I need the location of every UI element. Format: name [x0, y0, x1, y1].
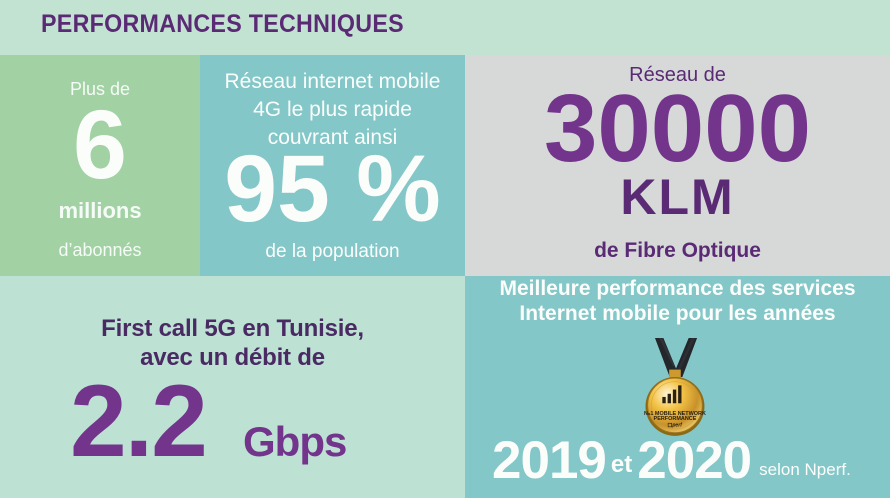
svg-text:perf: perf [671, 423, 683, 429]
svg-text:PERFORMANCE: PERFORMANCE [654, 416, 697, 422]
